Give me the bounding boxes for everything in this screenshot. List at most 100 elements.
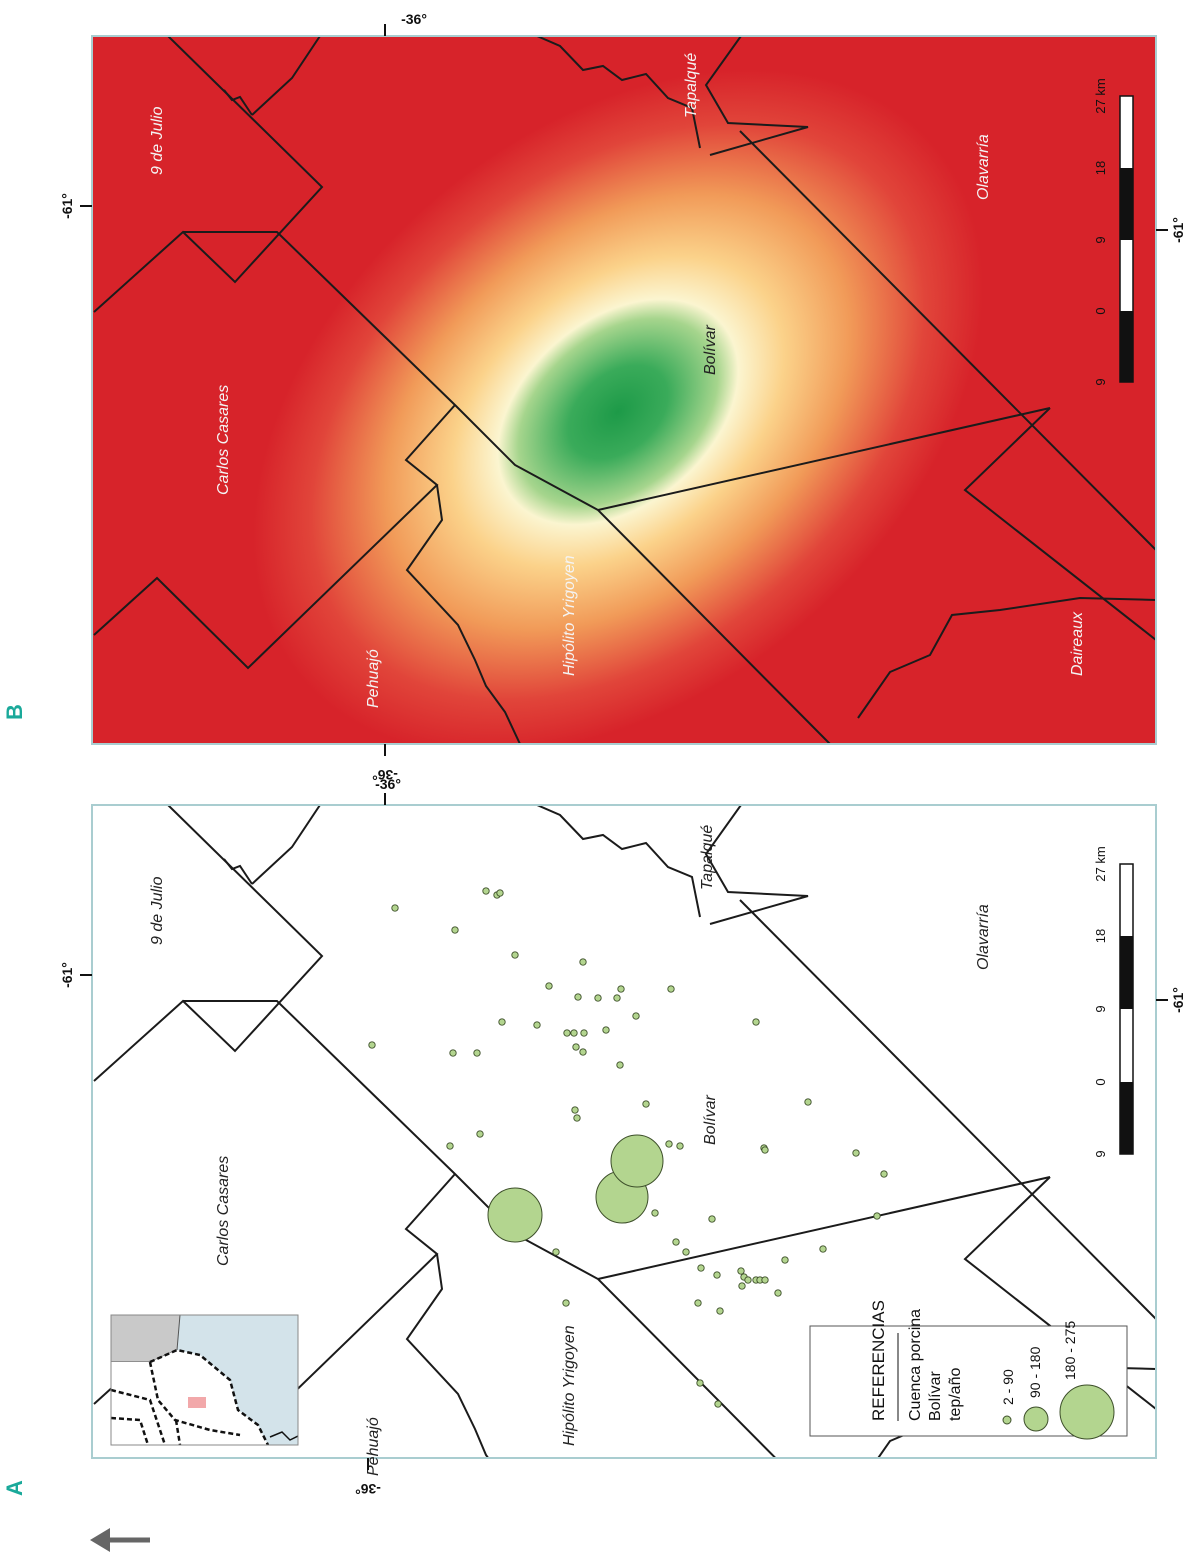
label-tapalque-a: Tapalqué xyxy=(699,825,716,890)
legend-symbol-small xyxy=(1002,1415,1012,1425)
scale-b-tick-5: 27 km xyxy=(1093,78,1108,113)
point-small xyxy=(563,1029,571,1037)
label-pehuajo-a: Pehuajó xyxy=(365,1417,382,1476)
scale-bar-b: 9 0 9 18 27 km xyxy=(1093,78,1134,386)
point-small xyxy=(391,904,399,912)
legend-symbol-large xyxy=(1059,1384,1115,1440)
study-area-highlight xyxy=(188,1397,206,1408)
point-small xyxy=(473,1049,481,1057)
point-small xyxy=(449,1049,457,1057)
label-tapalque-b: Tapalqué xyxy=(683,53,700,118)
point-small xyxy=(873,1212,881,1220)
point-small xyxy=(617,985,625,993)
scale-a-tick-1: 9 xyxy=(1093,1150,1108,1157)
scale-a-tick-4: 18 xyxy=(1093,929,1108,943)
point-small xyxy=(571,1106,579,1114)
panel-b-map: 9 de Julio Carlos Casares Pehuajó Hipóli… xyxy=(91,35,1157,745)
label-hipolito-yrigoyen-a: Hipólito Yrigoyen xyxy=(561,1325,578,1446)
point-small xyxy=(665,1140,673,1148)
point-small xyxy=(737,1267,745,1275)
scale-bar-a: 9 0 9 18 27 km xyxy=(1093,846,1134,1158)
point-small xyxy=(476,1130,484,1138)
point-small xyxy=(713,1271,721,1279)
label-carlos-casares-a: Carlos Casares xyxy=(215,1156,232,1266)
panel-a-letter: A xyxy=(2,1480,27,1496)
point-small xyxy=(744,1276,752,1284)
point-small xyxy=(533,1021,541,1029)
point-small xyxy=(545,982,553,990)
point-small xyxy=(697,1264,705,1272)
legend-symbol-medium xyxy=(1023,1406,1049,1432)
point-small xyxy=(819,1245,827,1253)
point-small xyxy=(574,993,582,1001)
label-bolivar-a: Bolívar xyxy=(702,1095,719,1145)
point-small xyxy=(602,1026,610,1034)
point-small xyxy=(714,1400,722,1408)
label-olavarria-a: Olavarría xyxy=(975,904,992,970)
legend-title: REFERENCIAS xyxy=(869,1300,888,1421)
point-small xyxy=(613,994,621,1002)
point-small xyxy=(616,1061,624,1069)
point-small xyxy=(761,1276,769,1284)
point-small xyxy=(676,1142,684,1150)
scale-b-tick-4: 18 xyxy=(1093,161,1108,175)
point-small xyxy=(579,958,587,966)
point-small xyxy=(570,1029,578,1037)
point-small xyxy=(752,1018,760,1026)
point-small xyxy=(496,889,504,897)
legend-class-3: 180 - 275 xyxy=(1062,1321,1078,1380)
point-small xyxy=(579,1048,587,1056)
legend-unit: tep/año xyxy=(947,1368,964,1421)
point-small xyxy=(451,926,459,934)
point-small xyxy=(708,1215,716,1223)
legend-class-2: 90 - 180 xyxy=(1027,1346,1043,1398)
legend-subtitle-2: Bolívar xyxy=(927,1371,944,1421)
point-small xyxy=(446,1142,454,1150)
panel-a-frame xyxy=(91,804,1157,1459)
point-small xyxy=(696,1379,704,1387)
scale-b-tick-3: 9 xyxy=(1093,236,1108,243)
point-small xyxy=(682,1248,690,1256)
panel-b-graticule: -36° -61° -61° -36° xyxy=(59,11,1186,783)
point-large xyxy=(487,1187,543,1243)
point-small xyxy=(573,1114,581,1122)
panel-a-map: 9 de Julio Carlos Casares Pehuajó Hipóli… xyxy=(91,804,1157,1476)
point-small xyxy=(880,1170,888,1178)
lat-label-b-bottom: -36° xyxy=(372,767,398,783)
point-small xyxy=(511,951,519,959)
panel-a-graticule: -36° -61° -61° -36° xyxy=(59,776,1186,1497)
scale-b-tick-2: 0 xyxy=(1093,307,1108,314)
panel-b-letter: B xyxy=(2,704,27,720)
scale-a-tick-2: 0 xyxy=(1093,1078,1108,1085)
point-small xyxy=(368,1041,376,1049)
legend-subtitle-1: Cuenca porcina xyxy=(907,1309,924,1421)
point-small xyxy=(632,1012,640,1020)
point-small xyxy=(738,1282,746,1290)
point-small xyxy=(482,887,490,895)
scale-b-tick-1: 9 xyxy=(1093,378,1108,385)
point-small xyxy=(781,1256,789,1264)
point-small xyxy=(651,1209,659,1217)
lat-label-a-top: -36° xyxy=(375,776,401,792)
lat-label-a-bottom: -36° xyxy=(355,1481,381,1497)
point-small xyxy=(804,1098,812,1106)
point-small xyxy=(667,985,675,993)
label-hipolito-yrigoyen-b: Hipólito Yrigoyen xyxy=(561,555,578,676)
point-small xyxy=(594,994,602,1002)
north-arrow-icon xyxy=(90,1528,150,1552)
lat-label-b-top: -36° xyxy=(401,11,427,27)
point-small xyxy=(580,1029,588,1037)
label-olavarria-b: Olavarría xyxy=(975,134,992,200)
point-small xyxy=(716,1307,724,1315)
label-daireaux-b: Daireaux xyxy=(1069,611,1086,676)
point-small xyxy=(852,1149,860,1157)
point-small xyxy=(572,1043,580,1051)
label-pehuajo-b: Pehuajó xyxy=(365,649,382,708)
legend-class-1: 2 - 90 xyxy=(1000,1369,1016,1405)
scale-a-tick-5: 27 km xyxy=(1093,846,1108,881)
point-small xyxy=(694,1299,702,1307)
point-small xyxy=(672,1238,680,1246)
label-9-de-julio-b: 9 de Julio xyxy=(149,106,166,175)
scale-a-tick-3: 9 xyxy=(1093,1005,1108,1012)
